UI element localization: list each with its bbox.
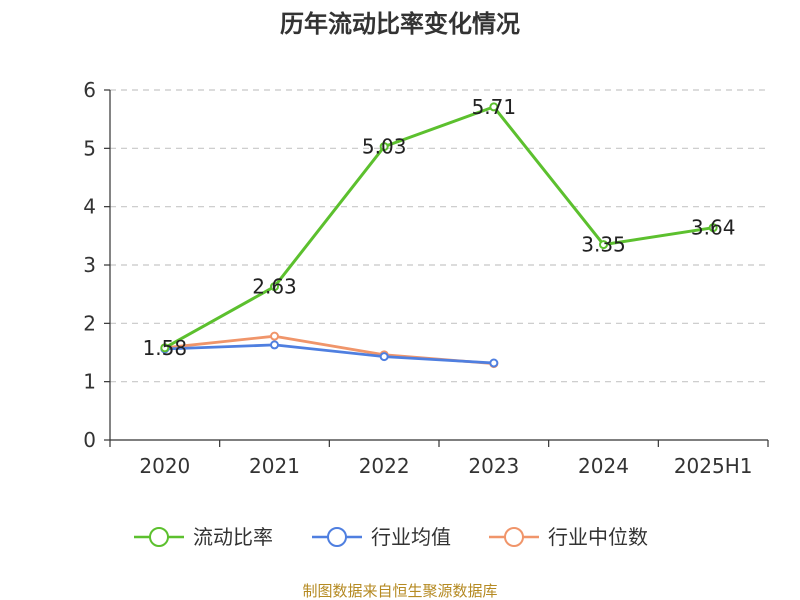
series-point-1 [489,358,499,368]
series-line-0 [163,105,715,350]
series-point-0 [379,142,389,152]
series-point-1 [379,352,389,362]
axes: 0 1 2 3 4 5 6 2020 2021 2022 2023 2024 2025H1 [83,78,769,478]
legend-label: 流动比率 [193,525,273,549]
data-label: 1.58 [143,336,188,360]
series-point-2 [270,331,279,341]
legend-marker [504,527,524,547]
y-tick-label: 3 [83,253,96,277]
data-label: 2.63 [252,275,297,299]
legend-label: 行业中位数 [548,525,648,549]
y-tick-label: 0 [83,428,96,452]
data-labels: 1.58 2.63 5.03 5.71 3.35 3.64 [143,95,736,360]
x-tick-label: 2023 [468,454,519,478]
x-tick-label: 2024 [578,454,629,478]
data-label: 3.35 [581,233,626,257]
y-tick-label: 4 [83,195,96,219]
legend-item: 行业中位数 [489,525,648,549]
legend-item: 流动比率 [134,525,273,549]
chart-title: 历年流动比率变化情况 [280,10,520,38]
data-label: 5.03 [362,135,407,159]
source-note: 制图数据来自恒生聚源数据库 [302,582,497,600]
series-point-0 [160,343,170,353]
legend-marker [149,527,169,547]
legend-label: 行业均值 [371,525,451,549]
series-layer [160,102,718,369]
series-line-1 [163,343,496,365]
series-point-1 [270,340,279,350]
x-tick-label: 2021 [249,454,300,478]
y-tick-label: 6 [83,78,96,102]
legend-item: 行业均值 [312,525,451,549]
series-point-0 [270,282,279,292]
y-tick-label: 5 [83,136,96,160]
series-point-0 [708,223,718,233]
x-tick-label: 2022 [359,454,410,478]
y-tick-label: 2 [83,311,96,335]
data-label: 3.64 [691,216,736,240]
y-tick-label: 1 [83,370,96,394]
series-point-0 [599,240,608,250]
x-tick-label: 2025H1 [674,454,753,478]
legend: 流动比率 行业均值 行业中位数 [134,525,648,549]
legend-marker [327,527,347,547]
data-label: 5.71 [472,95,517,119]
series-point-0 [489,102,499,112]
x-tick-label: 2020 [139,454,190,478]
